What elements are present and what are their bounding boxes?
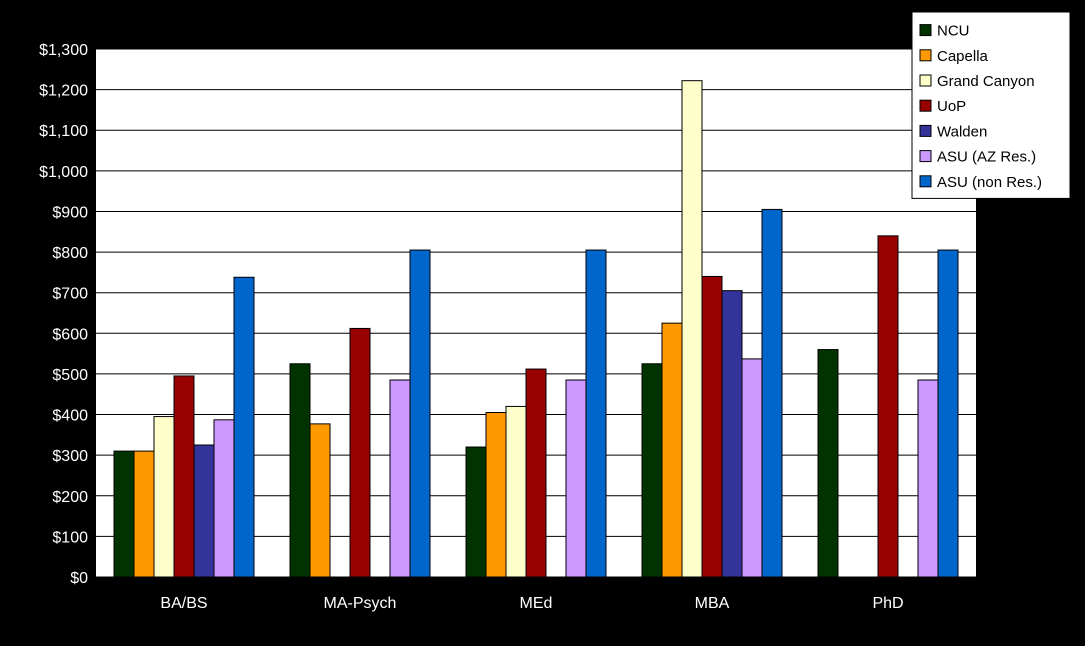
legend-label: Walden: [937, 123, 987, 140]
bar-asu-az-res-phd: [917, 379, 939, 578]
bar-uop-phd: [877, 235, 899, 578]
legend-swatch: [919, 49, 932, 62]
y-tick-label: $500: [52, 367, 88, 384]
bar-walden-ba-bs: [193, 444, 215, 578]
bar-capella-ma-psych: [309, 423, 331, 578]
bar-grand-canyon-ba-bs: [153, 416, 175, 578]
y-tick-label: $1,000: [39, 164, 88, 181]
y-tick-label: $900: [52, 204, 88, 221]
bar-capella-mba: [661, 322, 683, 578]
legend-swatch: [919, 124, 932, 137]
legend-swatch: [919, 99, 932, 112]
bar-uop-med: [525, 368, 547, 578]
bars: [113, 80, 959, 578]
legend-swatch: [919, 74, 932, 87]
bar-ncu-ba-bs: [113, 450, 135, 578]
bar-asu-az-res-med: [565, 379, 587, 578]
legend-label: UoP: [937, 98, 966, 115]
bar-grand-canyon-mba: [681, 80, 703, 578]
y-tick-label: $1,100: [39, 123, 88, 140]
legend-swatch: [919, 150, 932, 163]
legend-label: ASU (non Res.): [937, 174, 1042, 191]
y-tick-label: $400: [52, 408, 88, 425]
bar-ncu-phd: [817, 349, 839, 578]
x-tick-label: BA/BS: [160, 595, 207, 612]
bar-capella-med: [485, 412, 507, 578]
bar-capella-ba-bs: [133, 450, 155, 578]
legend: NCU Capella Grand Canyon UoP Walden ASU (AZ R…: [911, 11, 1071, 199]
legend-label: Capella: [937, 48, 989, 65]
bar-asu-az-res-mba: [741, 358, 763, 578]
y-axis: $0 $100 $200 $300 $400 $500 $600 $700 $800 $900 $1…: [39, 42, 88, 587]
bar-grand-canyon-med: [505, 405, 527, 578]
bar-asu-az-res-ma-psych: [389, 379, 411, 578]
x-tick-label: MA-Psych: [324, 595, 397, 612]
y-tick-label: $800: [52, 245, 88, 262]
bar-uop-mba: [701, 275, 723, 578]
legend-swatch: [919, 175, 932, 188]
bar-ncu-mba: [641, 363, 663, 578]
bar-ncu-ma-psych: [289, 363, 311, 578]
x-tick-label: MBA: [695, 595, 730, 612]
y-tick-label: $0: [70, 570, 88, 587]
x-tick-label: PhD: [872, 595, 903, 612]
x-tick-label: MEd: [520, 595, 553, 612]
bar-asu-non-res-ma-psych: [409, 249, 431, 578]
legend-label: ASU (AZ Res.): [937, 149, 1036, 166]
x-axis: BA/BS MA-Psych MEd MBA PhD: [160, 595, 903, 612]
legend-swatch: [919, 24, 932, 37]
y-tick-label: $100: [52, 529, 88, 546]
bar-walden-mba: [721, 290, 743, 578]
y-tick-label: $1,200: [39, 83, 88, 100]
y-tick-label: $200: [52, 489, 88, 506]
y-tick-label: $300: [52, 448, 88, 465]
y-tick-label: $1,300: [39, 42, 88, 59]
bar-uop-ma-psych: [349, 327, 371, 578]
bar-asu-non-res-ba-bs: [233, 276, 255, 578]
bar-asu-non-res-mba: [761, 208, 783, 578]
bar-asu-non-res-med: [585, 249, 607, 578]
legend-box: [911, 11, 1071, 199]
bar-uop-ba-bs: [173, 375, 195, 578]
y-tick-label: $700: [52, 286, 88, 303]
bar-asu-non-res-phd: [937, 249, 959, 578]
y-tick-label: $600: [52, 326, 88, 343]
legend-label: NCU: [937, 23, 970, 40]
bar-ncu-med: [465, 446, 487, 578]
bar-asu-az-res-ba-bs: [213, 419, 235, 578]
legend-label: Grand Canyon: [937, 73, 1035, 90]
